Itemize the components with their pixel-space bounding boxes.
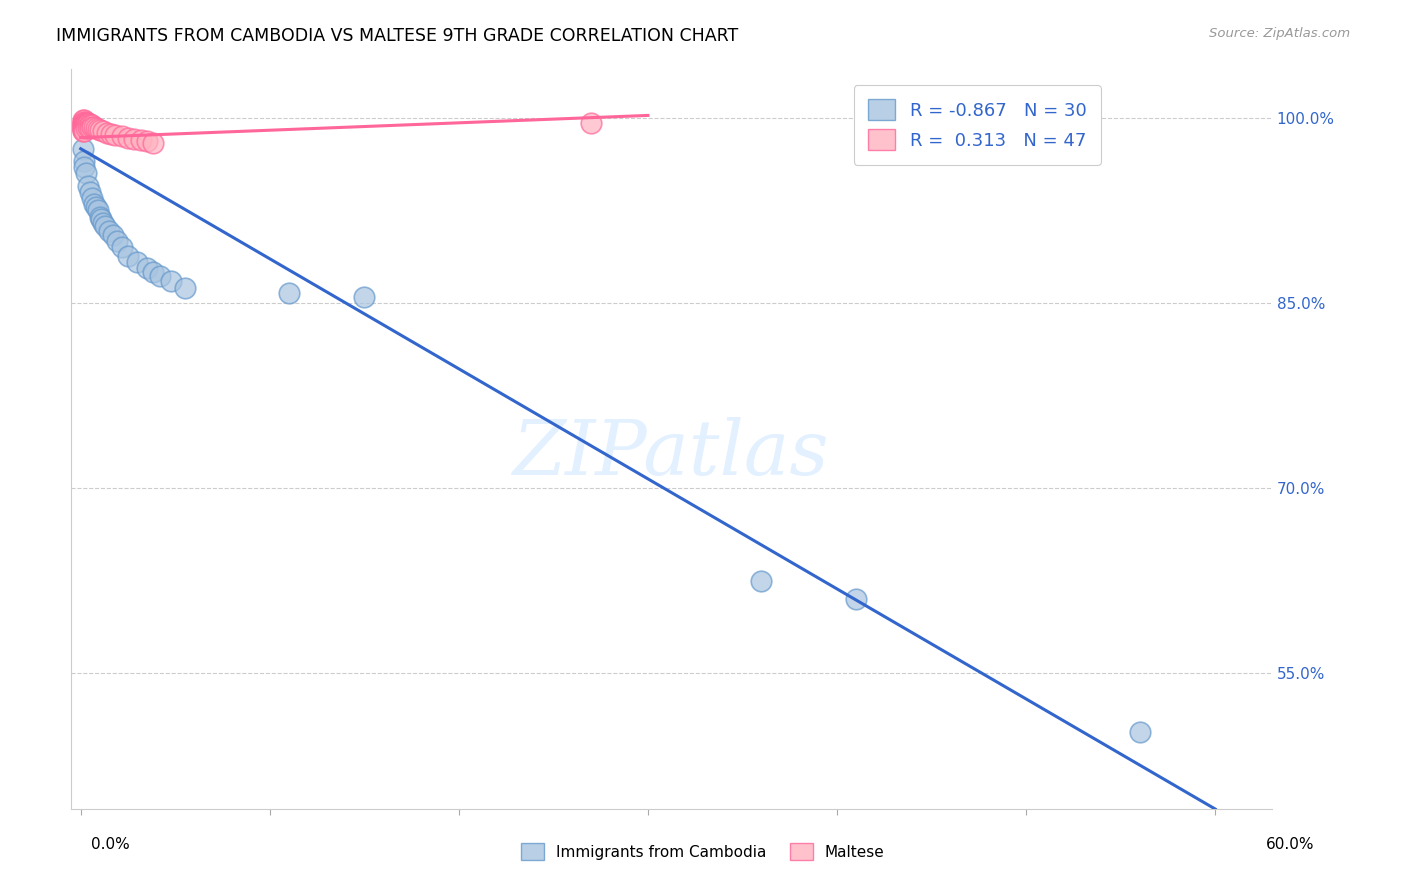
Point [73,113,96,128]
Point [160,274,183,288]
Point [80,191,103,205]
Point [80,118,103,132]
Point [117,130,139,145]
Text: ZIPatlas: ZIPatlas [513,417,830,491]
Point [73,118,96,132]
Point [73,116,96,130]
Point [100,127,122,141]
Point [101,228,124,243]
Point [84,120,107,135]
Point [80,120,103,134]
Point [1128,725,1150,739]
Point [73,122,96,136]
Point [353,290,375,304]
Point [122,132,145,146]
Point [75,114,97,128]
Point [79,185,101,199]
Point [83,197,105,211]
Point [73,120,96,135]
Text: Source: ZipAtlas.com: Source: ZipAtlas.com [1209,27,1350,40]
Point [117,249,139,263]
Point [149,268,172,283]
Point [111,129,134,144]
Text: 60.0%: 60.0% [1267,837,1315,852]
Point [79,118,101,132]
Point [79,120,101,135]
Point [72,122,94,136]
Point [75,166,97,180]
Point [135,134,157,148]
Point [72,124,94,138]
Point [72,120,94,134]
Point [75,118,97,132]
Point [127,255,149,269]
Point [277,286,299,301]
Point [79,117,101,131]
Point [105,235,128,249]
Point [86,203,108,218]
Point [73,154,96,169]
Point [77,117,100,131]
Point [73,114,96,128]
Point [751,574,773,588]
Point [73,120,96,134]
Point [73,124,96,138]
Point [72,120,94,135]
Point [104,128,127,143]
Point [135,261,157,276]
Point [89,210,111,224]
Point [75,116,97,130]
Point [72,123,94,137]
Legend: R = -0.867   N = 30, R =  0.313   N = 47: R = -0.867 N = 30, R = 0.313 N = 47 [853,85,1101,165]
Point [75,117,97,131]
Point [86,122,108,136]
Point [72,114,94,128]
Point [72,118,94,132]
Point [141,265,163,279]
Point [98,224,121,238]
Point [141,136,163,150]
Point [89,123,111,137]
Point [173,281,195,295]
Point [73,161,96,175]
Text: IMMIGRANTS FROM CAMBODIA VS MALTESE 9TH GRADE CORRELATION CHART: IMMIGRANTS FROM CAMBODIA VS MALTESE 9TH … [56,27,738,45]
Point [93,124,115,138]
Point [83,120,105,134]
Point [90,212,112,227]
Point [845,592,868,607]
Point [94,219,117,234]
Legend: Immigrants from Cambodia, Maltese: Immigrants from Cambodia, Maltese [515,837,891,866]
Point [111,240,134,254]
Point [96,126,118,140]
Point [72,117,94,131]
Point [77,178,100,193]
Point [73,117,96,131]
Point [579,116,602,130]
Point [72,116,94,130]
Point [93,216,115,230]
Point [72,142,94,156]
Text: 0.0%: 0.0% [91,837,131,852]
Point [84,200,107,214]
Point [77,116,100,130]
Point [77,120,100,134]
Point [72,113,94,128]
Point [129,133,152,147]
Point [75,120,97,135]
